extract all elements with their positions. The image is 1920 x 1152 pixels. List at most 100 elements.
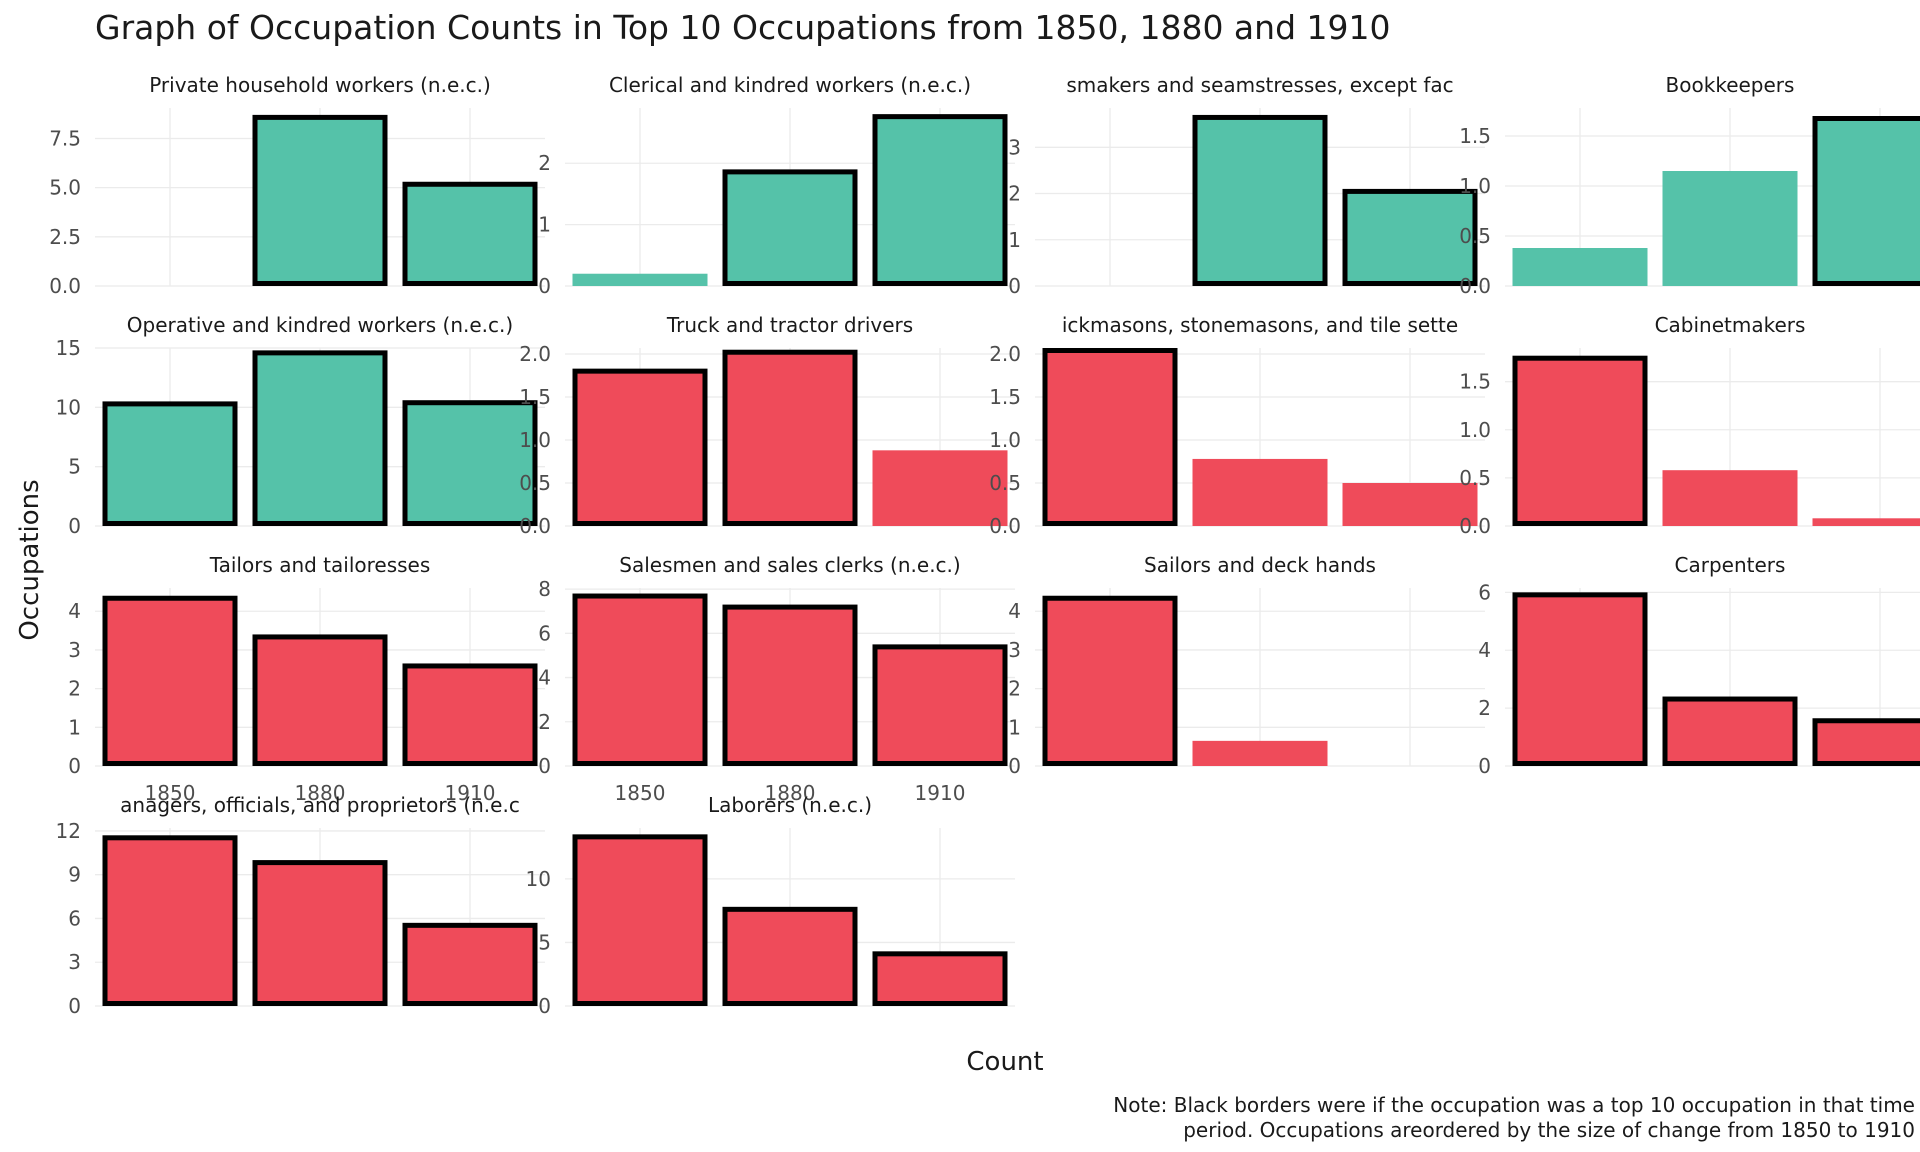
bar-1910 bbox=[872, 951, 1008, 1006]
y-tick-label: 2.0 bbox=[519, 342, 551, 366]
panel-title: smakers and seamstresses, except fac bbox=[1066, 73, 1453, 97]
y-tick-label: 0.5 bbox=[989, 471, 1021, 495]
x-tick-label: 1850 bbox=[615, 781, 666, 805]
bar-1880 bbox=[252, 860, 388, 1007]
y-tick-label: 4 bbox=[1478, 638, 1491, 662]
y-tick-label: 0.5 bbox=[1459, 466, 1491, 490]
y-tick-label: 5 bbox=[538, 930, 551, 954]
y-tick-label: 3 bbox=[68, 638, 81, 662]
y-tick-label: 3 bbox=[1008, 135, 1021, 159]
bar-1850 bbox=[1512, 355, 1648, 526]
bar-1910 bbox=[402, 663, 538, 767]
bar-1850 bbox=[1512, 248, 1648, 286]
chart-note-line-1: Note: Black borders were if the occupati… bbox=[1113, 1093, 1915, 1117]
bar-1850 bbox=[102, 835, 238, 1007]
y-tick-label: 8 bbox=[538, 577, 551, 601]
bar-1880 bbox=[1662, 470, 1798, 526]
y-tick-label: 0.5 bbox=[519, 471, 551, 495]
panel-14: Laborers (n.e.c.) 0 5 10 bbox=[526, 793, 1015, 1018]
panel-11: Sailors and deck hands 0 1 2 3 4 bbox=[1008, 553, 1485, 778]
y-tick-label: 2 bbox=[1008, 182, 1021, 206]
y-tick-label: 0.0 bbox=[1459, 274, 1491, 298]
y-tick-label: 9 bbox=[68, 863, 81, 887]
y-tick-label: 1.0 bbox=[519, 428, 551, 452]
panel-8: Cabinetmakers 0.0 0.5 1.0 1.5 bbox=[1459, 313, 1920, 538]
panel-12: Carpenters 0 2 4 6 bbox=[1478, 553, 1920, 778]
y-tick-label: 0.0 bbox=[49, 274, 81, 298]
y-tick-label: 6 bbox=[538, 621, 551, 645]
bar-1850 bbox=[1512, 592, 1648, 767]
y-tick-label: 0.0 bbox=[1459, 514, 1491, 538]
panel-title: Private household workers (n.e.c.) bbox=[149, 73, 491, 97]
y-tick-label: 12 bbox=[56, 819, 81, 843]
bar-1910 bbox=[1812, 518, 1920, 526]
y-tick-label: 1.5 bbox=[989, 385, 1021, 409]
y-tick-label: 10 bbox=[526, 867, 551, 891]
panel-title: Sailors and deck hands bbox=[1144, 553, 1376, 577]
bar-1880 bbox=[1662, 171, 1798, 286]
panel-title: Carpenters bbox=[1675, 553, 1786, 577]
panel-13: anagers, officials, and proprietors (n.e… bbox=[56, 793, 545, 1018]
panel-2: Clerical and kindred workers (n.e.c.) 0 1 2 bbox=[538, 73, 1015, 298]
panel-title: anagers, officials, and proprietors (n.e… bbox=[120, 793, 520, 817]
y-tick-label: 1.5 bbox=[1459, 124, 1491, 148]
bar-1850 bbox=[572, 834, 708, 1006]
y-tick-label: 2 bbox=[538, 151, 551, 175]
bar-1910 bbox=[402, 181, 538, 287]
bar-1850 bbox=[572, 368, 708, 527]
bar-1880 bbox=[722, 906, 858, 1006]
y-tick-label: 4 bbox=[68, 599, 81, 623]
x-tick-label: 1910 bbox=[915, 781, 966, 805]
chart-note-line-2: period. Occupations areordered by the si… bbox=[1183, 1118, 1915, 1142]
y-tick-label: 1 bbox=[1008, 228, 1021, 252]
bar-1850 bbox=[1042, 348, 1178, 526]
panel-title: Cabinetmakers bbox=[1655, 313, 1806, 337]
panel-title: Truck and tractor drivers bbox=[666, 313, 913, 337]
panel-4: Bookkeepers 0.0 0.5 1.0 1.5 bbox=[1459, 73, 1920, 298]
y-tick-label: 6 bbox=[68, 906, 81, 930]
chart-title: Graph of Occupation Counts in Top 10 Occ… bbox=[95, 8, 1391, 47]
bar-1910 bbox=[1812, 116, 1920, 286]
panel-title: Bookkeepers bbox=[1666, 73, 1795, 97]
y-tick-label: 0 bbox=[538, 994, 551, 1018]
bar-1850 bbox=[572, 593, 708, 766]
y-tick-label: 1 bbox=[538, 213, 551, 237]
x-tick-label: 1880 bbox=[295, 781, 346, 805]
panel-7: ickmasons, stonemasons, and tile sette 0.… bbox=[989, 313, 1485, 538]
bar-1910 bbox=[402, 400, 538, 527]
bar-1910 bbox=[1342, 483, 1478, 526]
bar-1850 bbox=[1042, 595, 1178, 766]
y-tick-label: 0.5 bbox=[1459, 224, 1491, 248]
bar-1880 bbox=[1192, 114, 1328, 287]
bar-1880 bbox=[1662, 696, 1798, 766]
y-tick-label: 1.0 bbox=[1459, 418, 1491, 442]
y-tick-label: 0.0 bbox=[519, 514, 551, 538]
panel-title: Salesmen and sales clerks (n.e.c.) bbox=[619, 553, 960, 577]
y-tick-label: 15 bbox=[56, 336, 81, 360]
y-tick-label: 0 bbox=[1478, 754, 1491, 778]
panel-9: Tailors and tailoresses 0 1 2 3 4 1850 1880 1910 bbox=[68, 553, 545, 805]
y-tick-label: 5 bbox=[68, 455, 81, 479]
y-tick-label: 2 bbox=[1478, 696, 1491, 720]
bar-1910 bbox=[872, 644, 1008, 766]
bar-1880 bbox=[252, 350, 388, 526]
y-tick-label: 0 bbox=[68, 994, 81, 1018]
bar-1880 bbox=[1192, 740, 1328, 766]
bar-1880 bbox=[252, 114, 388, 287]
y-tick-label: 10 bbox=[56, 395, 81, 419]
bar-1910 bbox=[872, 114, 1008, 287]
y-tick-label: 1.5 bbox=[519, 385, 551, 409]
y-tick-label: 0.0 bbox=[989, 514, 1021, 538]
x-axis-label: Count bbox=[966, 1047, 1044, 1077]
panel-title: Laborers (n.e.c.) bbox=[708, 793, 872, 817]
bar-1910 bbox=[402, 922, 538, 1006]
y-tick-label: 5.0 bbox=[49, 176, 81, 200]
y-tick-label: 2.5 bbox=[49, 225, 81, 249]
bar-1850 bbox=[102, 401, 238, 526]
y-tick-label: 2.0 bbox=[989, 342, 1021, 366]
y-tick-label: 1.0 bbox=[989, 428, 1021, 452]
x-tick-label: 1850 bbox=[145, 781, 196, 805]
y-tick-label: 1 bbox=[68, 715, 81, 739]
bar-1880 bbox=[722, 349, 858, 527]
bar-1850 bbox=[102, 595, 238, 766]
